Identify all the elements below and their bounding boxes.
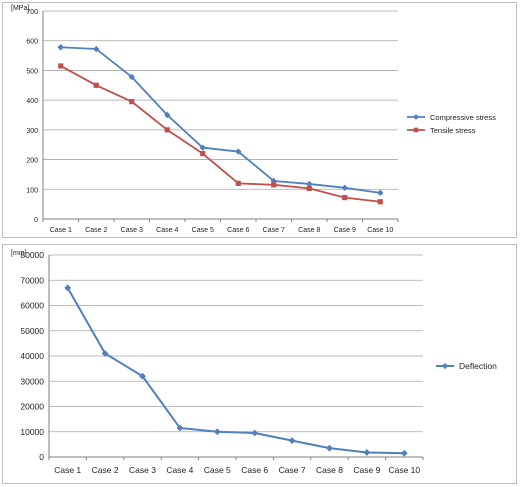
deflection-chart: 0 10000 20000 30000 40000 50000 60000 70000 8000… (11, 250, 497, 475)
series-line-deflection (66, 287, 405, 455)
y-tick-label: 0 (34, 217, 38, 224)
x-tick-label: Case 4 (156, 227, 178, 234)
legend-marker (441, 362, 449, 370)
x-tick-label: Case 5 (204, 465, 231, 475)
y-tick-label: 20000 (20, 402, 44, 412)
data-point (271, 182, 277, 188)
unit-label: [mm] (11, 250, 27, 257)
x-tick-label: Case 9 (334, 227, 356, 234)
x-tick-label: Case 3 (121, 227, 143, 234)
x-tick-label: Case 9 (353, 465, 380, 475)
legend-label: Compressive stress (430, 113, 496, 122)
x-tick-label: Case 8 (316, 465, 343, 475)
x-tick-label: Case 8 (298, 227, 320, 234)
data-point (288, 437, 296, 444)
data-point (200, 151, 206, 157)
legend-label: Tensile stress (430, 126, 476, 135)
stress-chart: 0 100 200 300 400 500 600 700 Case 1 Case 2 Case 3… (11, 5, 496, 234)
data-point (139, 372, 146, 380)
data-point (363, 449, 371, 456)
y-tick-label: 10000 (20, 427, 44, 437)
x-tick-label: Case 7 (279, 465, 306, 475)
y-tick-label: 60000 (20, 301, 44, 311)
data-point (57, 44, 64, 51)
data-point (306, 180, 313, 188)
y-tick-label: 700 (26, 9, 38, 16)
x-tick-label: Case 2 (85, 227, 107, 234)
data-point (400, 449, 408, 457)
series-line-compressive-stress (60, 46, 381, 194)
data-point (64, 284, 72, 292)
data-point (176, 424, 184, 432)
y-tick-label: 70000 (20, 275, 44, 285)
y-tick-label: 600 (26, 39, 38, 46)
y-tick-label: 200 (26, 158, 38, 165)
y-tick-label: 100 (26, 187, 38, 194)
data-point (306, 185, 312, 191)
x-tick-label: Case 3 (129, 465, 156, 475)
data-point (377, 199, 383, 205)
data-point (235, 148, 242, 155)
x-tick-label: Case 4 (166, 465, 193, 475)
unit-label: [MPa] (11, 5, 29, 12)
data-point (164, 127, 170, 133)
legend-marker (413, 127, 419, 133)
legend-label: Deflection (459, 361, 497, 371)
y-tick-label: 500 (26, 68, 38, 75)
y-tick-label: 50000 (20, 326, 44, 336)
y-tick-label: 40000 (20, 351, 44, 361)
x-tick-label: Case 10 (367, 227, 393, 234)
stress-chart-panel: 0 100 200 300 400 500 600 700 Case 1 Case 2 Case 3… (2, 2, 517, 238)
x-tick-label: Case 10 (388, 465, 420, 475)
data-point (342, 195, 348, 201)
data-point (93, 45, 100, 53)
x-tick-label: Case 6 (227, 227, 249, 234)
x-tick-label: Case 2 (92, 465, 119, 475)
y-tick-label: 400 (26, 98, 38, 105)
y-tick-label: 30000 (20, 376, 44, 386)
data-point (341, 184, 348, 191)
x-tick-label: Case 7 (263, 227, 285, 234)
y-tick-label: 0 (39, 452, 44, 462)
data-point (101, 350, 109, 357)
legend-marker (413, 114, 419, 120)
data-point (129, 99, 135, 105)
series-line-tensile-stress (60, 65, 381, 203)
deflection-chart-panel: 0 10000 20000 30000 40000 50000 60000 70000 8000… (2, 244, 517, 484)
x-tick-label: Case 6 (241, 465, 268, 475)
data-point (199, 144, 206, 151)
data-point (377, 189, 384, 197)
data-point (326, 444, 333, 452)
x-tick-label: Case 5 (192, 227, 214, 234)
x-tick-label: Case 1 (50, 227, 72, 234)
data-point (58, 63, 64, 69)
x-tick-label: Case 1 (54, 465, 81, 475)
data-point (93, 82, 99, 88)
data-point (164, 111, 171, 119)
data-point (213, 428, 221, 436)
data-point (251, 429, 259, 437)
y-tick-label: 80000 (20, 250, 44, 260)
data-point (235, 180, 241, 186)
y-tick-label: 300 (26, 128, 38, 135)
